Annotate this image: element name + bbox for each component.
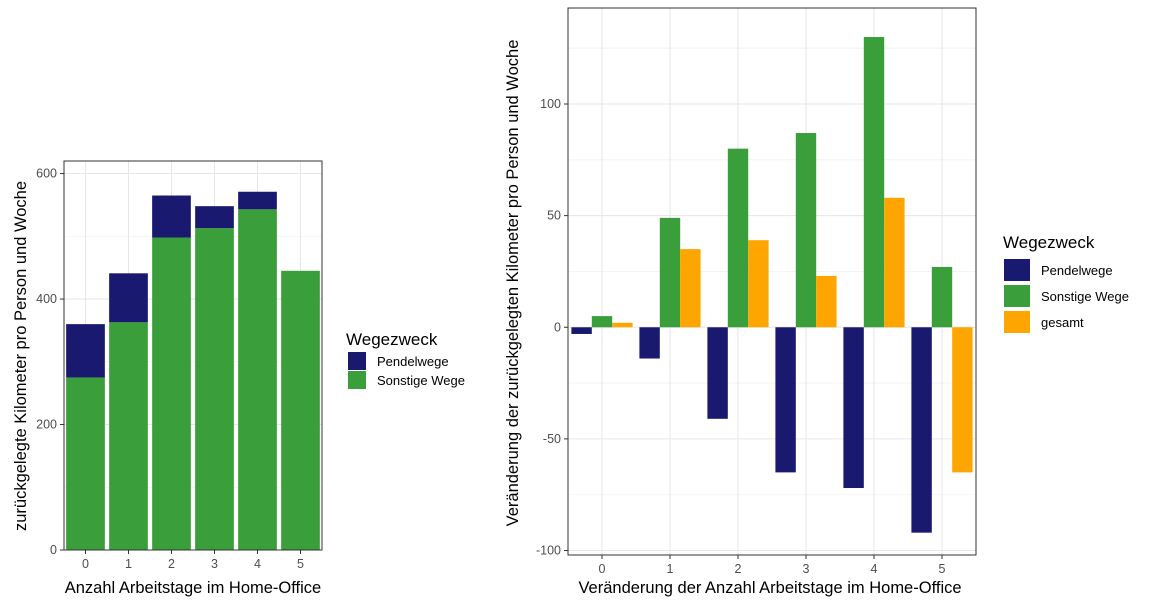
left-y-tick-label: 600 — [36, 167, 57, 181]
right-bar-pendelwege-2 — [707, 327, 728, 419]
left-y-tick-label: 0 — [50, 543, 57, 557]
left-y-axis-title: zurückgelegte Kilometer pro Person und W… — [12, 181, 30, 531]
right-x-tick-label: 2 — [735, 562, 742, 576]
left-x-tick-label: 0 — [82, 557, 89, 571]
right-bars — [571, 37, 973, 533]
right-bar-pendelwege-4 — [843, 327, 864, 489]
right-x-tick-label: 0 — [599, 562, 606, 576]
right-bar-sonstige-wege-1 — [659, 217, 681, 328]
right-legend-key-sonstige-wege — [1004, 285, 1030, 307]
right-bar-gesamt-2 — [748, 240, 769, 328]
left-bar-pendelwege-0 — [66, 324, 105, 378]
left-x-tick-label: 1 — [125, 557, 132, 571]
right-y-tick-label: -50 — [543, 432, 561, 446]
right-y-tick-label: 0 — [554, 320, 561, 334]
right-x-tick-label: 1 — [667, 562, 674, 576]
left-bar-sonstige-wege-3 — [195, 228, 234, 551]
right-bar-sonstige-wege-2 — [727, 148, 749, 328]
right-bar-gesamt-1 — [680, 249, 701, 328]
right-bar-sonstige-wege-4 — [863, 37, 885, 328]
right-bar-sonstige-wege-3 — [795, 133, 817, 328]
right-x-ticks: 0 1 2 3 4 5 — [599, 555, 946, 576]
right-legend-label-gesamt: gesamt — [1041, 315, 1084, 330]
right-x-tick-label: 4 — [871, 562, 878, 576]
left-y-ticks: 0 200 400 600 — [36, 167, 64, 557]
left-bar-pendelwege-1 — [109, 273, 148, 323]
right-y-axis-title: Veränderung der zurückgelegten Kilometer… — [504, 40, 522, 527]
left-bar-pendelwege-3 — [195, 206, 234, 229]
right-x-tick-label: 5 — [939, 562, 946, 576]
right-bar-pendelwege-3 — [775, 327, 796, 473]
left-bar-sonstige-wege-2 — [152, 237, 191, 550]
right-bar-pendelwege-5 — [911, 327, 932, 533]
left-chart: 0 200 400 600 0 1 2 3 4 5 Anzahl Arbeitstage im … — [12, 160, 465, 597]
left-x-axis-title: Anzahl Arbeitstage im Home-Office — [65, 579, 321, 597]
left-bar-sonstige-wege-1 — [109, 322, 148, 550]
left-x-ticks: 0 1 2 3 4 5 — [82, 550, 304, 571]
right-legend-key-gesamt — [1004, 311, 1030, 333]
left-x-tick-label: 2 — [168, 557, 175, 571]
left-bar-sonstige-wege-5 — [281, 270, 320, 550]
right-legend-title: Wegezweck — [1003, 233, 1095, 252]
right-y-ticks: -100 -50 0 50 100 — [536, 97, 568, 558]
left-x-tick-label: 3 — [211, 557, 218, 571]
right-bar-pendelwege-1 — [639, 327, 660, 359]
right-bar-sonstige-wege-5 — [931, 266, 953, 328]
left-bar-pendelwege-2 — [152, 195, 191, 238]
left-y-tick-label: 200 — [36, 418, 57, 432]
left-legend-label-sonstige-wege: Sonstige Wege — [377, 373, 465, 388]
left-bars — [66, 191, 320, 551]
right-chart: -100 -50 0 50 100 0 1 2 3 4 5 Veränderung der Anz… — [504, 7, 1129, 597]
left-legend-key-sonstige-wege — [348, 371, 366, 389]
right-y-tick-label: -100 — [536, 544, 561, 558]
right-legend-label-pendelwege: Pendelwege — [1041, 263, 1113, 278]
left-x-tick-label: 4 — [254, 557, 261, 571]
left-bar-pendelwege-4 — [238, 191, 277, 210]
right-legend-key-pendelwege — [1004, 259, 1030, 281]
left-bar-sonstige-wege-4 — [238, 209, 277, 551]
right-bar-sonstige-wege-0 — [591, 316, 613, 328]
left-x-tick-label: 5 — [297, 557, 304, 571]
left-legend-key-pendelwege — [348, 352, 366, 370]
left-legend-label-pendelwege: Pendelwege — [377, 354, 449, 369]
right-bar-gesamt-4 — [884, 197, 905, 328]
left-legend: Wegezweck Pendelwege Sonstige Wege — [346, 330, 465, 389]
right-legend: Wegezweck Pendelwege Sonstige Wege gesam… — [1003, 233, 1129, 333]
right-bar-gesamt-3 — [816, 275, 837, 328]
right-x-tick-label: 3 — [803, 562, 810, 576]
right-x-axis-title: Veränderung der Anzahl Arbeitstage im Ho… — [578, 579, 961, 597]
right-bar-gesamt-5 — [952, 327, 973, 473]
left-panel-border — [63, 160, 323, 551]
right-legend-label-sonstige-wege: Sonstige Wege — [1041, 289, 1129, 304]
right-y-tick-label: 100 — [540, 97, 561, 111]
right-panel-border — [567, 7, 977, 556]
left-bar-sonstige-wege-0 — [66, 377, 105, 550]
right-y-tick-label: 50 — [547, 209, 561, 223]
left-y-tick-label: 400 — [36, 292, 57, 306]
left-legend-title: Wegezweck — [346, 330, 438, 349]
right-bar-gesamt-0 — [612, 322, 633, 328]
right-bar-pendelwege-0 — [571, 327, 592, 334]
